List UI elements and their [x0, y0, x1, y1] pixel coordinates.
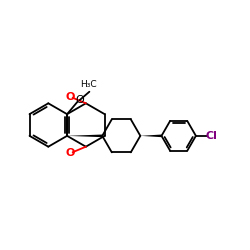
Text: O: O	[65, 92, 75, 102]
Polygon shape	[140, 134, 162, 137]
Polygon shape	[67, 134, 102, 137]
Text: O: O	[75, 95, 84, 105]
Text: H₃C: H₃C	[80, 80, 96, 88]
Text: Cl: Cl	[206, 131, 218, 141]
Text: O: O	[65, 148, 75, 158]
